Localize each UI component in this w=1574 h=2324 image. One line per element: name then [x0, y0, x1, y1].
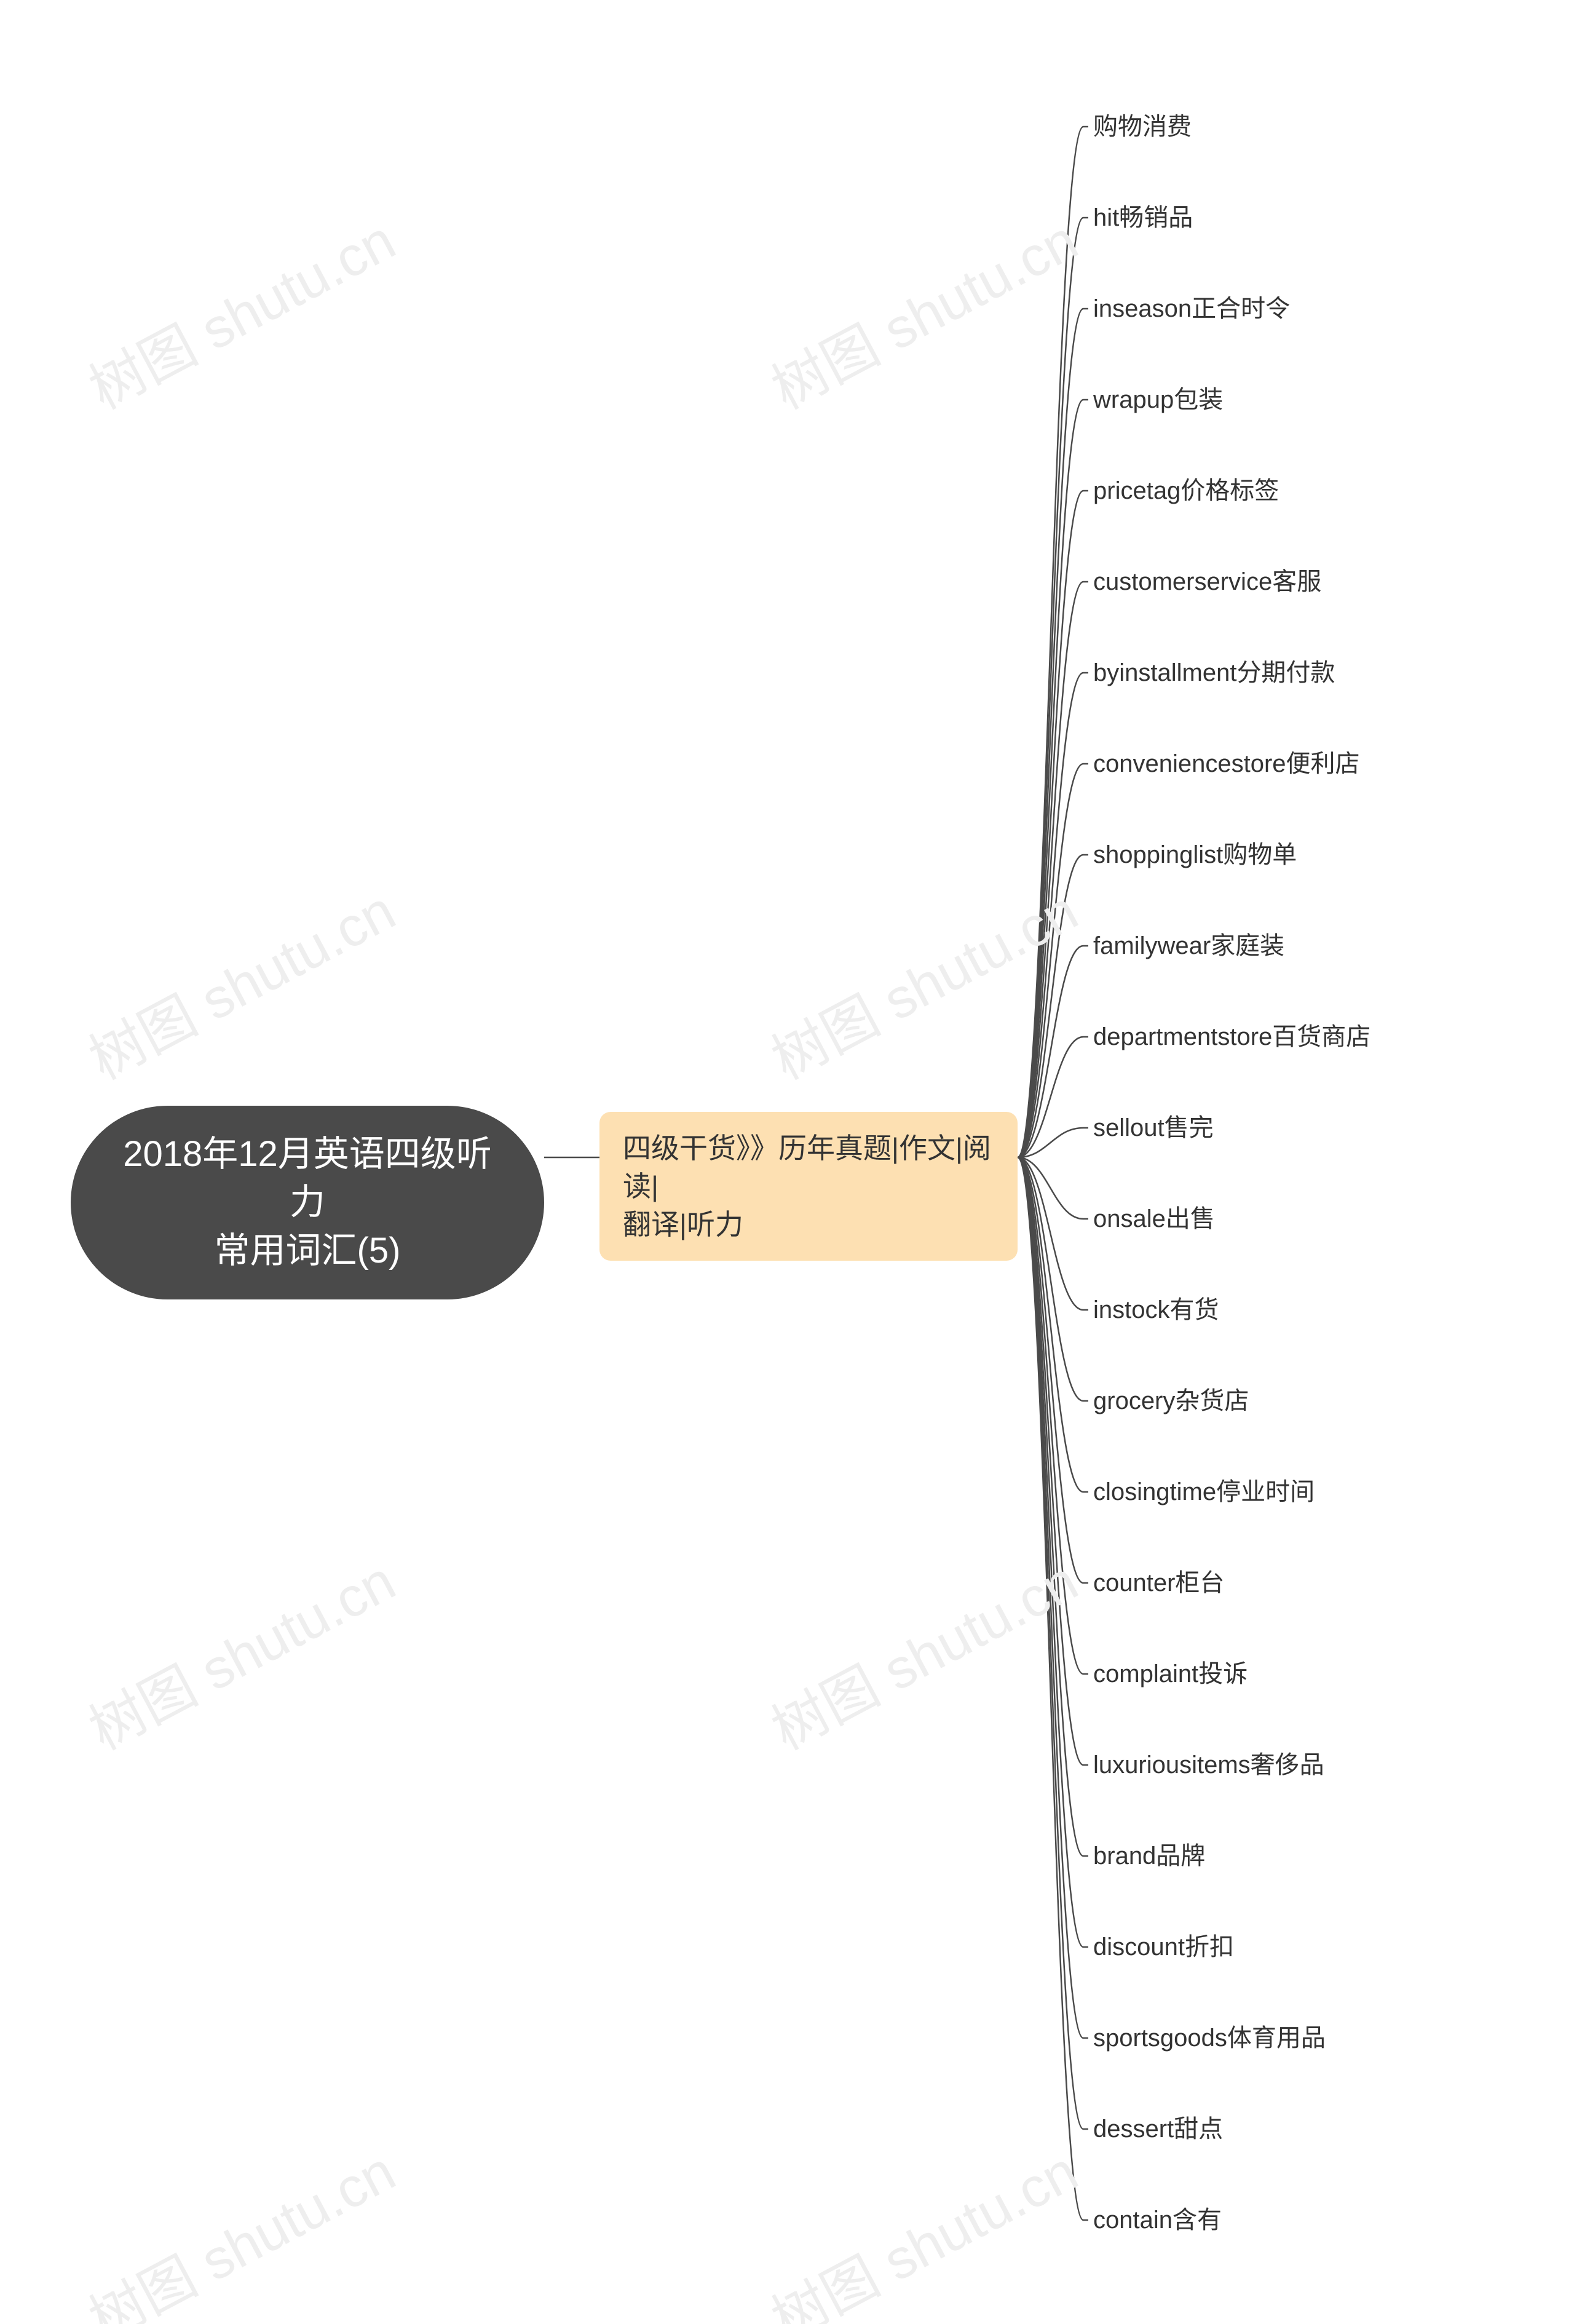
watermark-text: 树图 shutu.cn [756, 867, 1089, 1095]
mindmap-leaf[interactable]: contain含有 [1093, 2205, 1222, 2235]
mindmap-leaf[interactable]: instock有货 [1093, 1295, 1219, 1325]
mindmap-leaf[interactable]: byinstallment分期付款 [1093, 658, 1335, 688]
mindmap-leaf[interactable]: wrapup包装 [1093, 385, 1223, 414]
mindmap-leaf[interactable]: 购物消费 [1093, 112, 1192, 141]
mindmap-leaf[interactable]: customerservice客服 [1093, 567, 1321, 597]
watermark-text: 树图 shutu.cn [756, 2127, 1089, 2324]
mindmap-leaf[interactable]: onsale出售 [1093, 1204, 1215, 1234]
watermark-text: 树图 shutu.cn [73, 196, 406, 424]
watermark-text: 树图 shutu.cn [73, 1537, 406, 1765]
mindmap-leaf[interactable]: complaint投诉 [1093, 1659, 1248, 1689]
mindmap-leaf[interactable]: brand品牌 [1093, 1841, 1205, 1871]
mindmap-leaf[interactable]: sportsgoods体育用品 [1093, 2023, 1326, 2053]
mindmap-leaf[interactable]: inseason正合时令 [1093, 294, 1290, 323]
mindmap-leaf[interactable]: counter柜台 [1093, 1568, 1224, 1598]
mindmap-leaf[interactable]: hit畅销品 [1093, 203, 1193, 232]
mindmap-leaf[interactable]: closingtime停业时间 [1093, 1477, 1315, 1507]
root-line1: 2018年12月英语四级听力 [123, 1134, 492, 1222]
mindmap-leaf[interactable]: departmentstore百货商店 [1093, 1022, 1370, 1052]
mindmap-leaf[interactable]: grocery杂货店 [1093, 1386, 1249, 1416]
watermark-text: 树图 shutu.cn [756, 1537, 1089, 1765]
watermark-text: 树图 shutu.cn [73, 2127, 406, 2324]
mindmap-leaf[interactable]: sellout售完 [1093, 1113, 1214, 1143]
mindmap-leaf[interactable]: discount折扣 [1093, 1932, 1234, 1962]
branch-line2: 翻译|听力 [623, 1208, 743, 1240]
mindmap-leaf[interactable]: dessert甜点 [1093, 2114, 1223, 2144]
branch-line1: 四级干货》》历年真题|作文|阅读| [623, 1132, 991, 1202]
watermark-text: 树图 shutu.cn [756, 196, 1089, 424]
root-line2: 常用词汇(5) [215, 1231, 401, 1271]
mindmap-leaf[interactable]: conveniencestore便利店 [1093, 749, 1360, 779]
mindmap-leaf[interactable]: luxuriousitems奢侈品 [1093, 1750, 1324, 1780]
mindmap-root[interactable]: 2018年12月英语四级听力 常用词汇(5) [71, 1106, 544, 1299]
watermark-text: 树图 shutu.cn [73, 867, 406, 1095]
mindmap-branch[interactable]: 四级干货》》历年真题|作文|阅读| 翻译|听力 [599, 1112, 1018, 1261]
mindmap-leaf[interactable]: familywear家庭装 [1093, 931, 1284, 961]
mindmap-leaf[interactable]: pricetag价格标签 [1093, 476, 1279, 506]
mindmap-leaf[interactable]: shoppinglist购物单 [1093, 840, 1297, 870]
